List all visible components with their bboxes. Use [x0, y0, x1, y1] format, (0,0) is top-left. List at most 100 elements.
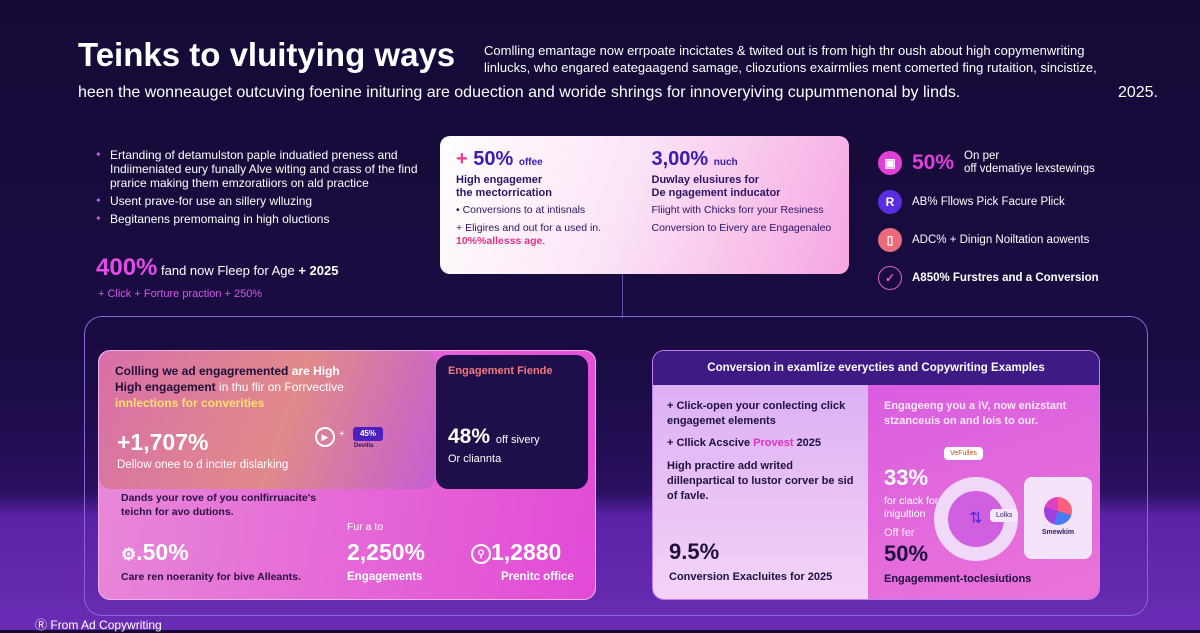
stat-label: Conversion Exacluites for 2025 [669, 571, 833, 583]
example-bullet: + Cllick Acscive Provest 2025 [667, 437, 854, 449]
card-unit: nuch [713, 157, 738, 168]
stat-label: Engagemment-toclesiutions [884, 573, 1032, 585]
check-circle-icon: ✓ [878, 266, 902, 290]
content-frame [84, 316, 1148, 616]
click-line: + Click + Forture praction + 250% [98, 288, 263, 300]
page-title: Teinks to vluitying ways [78, 36, 456, 73]
dark-value: 48% [448, 425, 491, 448]
header-subtitle: Comlling emantage now errpoate incictate… [484, 42, 1194, 76]
stat-value: 400% [96, 254, 158, 281]
card-heading: the mectorrication [456, 187, 552, 199]
stat-suffix: + 2025 [298, 263, 339, 278]
footer-text: From Ad Copywriting [50, 618, 162, 632]
example-text: Engageeng you a iV, now enizstant stzanc… [884, 400, 1067, 427]
list-item: ✓ A850% Furstres and a Conversion [878, 266, 1168, 290]
badge-label: Devilla [354, 443, 374, 449]
bookmark-icon: ▯ [878, 228, 902, 252]
bullet-text: + Cllick Acscive [667, 437, 751, 449]
stat-pre: Fur a to [347, 521, 384, 533]
examples-left: + Click-open your conlecting click engag… [653, 385, 868, 599]
intro-text: Collling we ad engagremented [115, 364, 289, 378]
stat-text: for clack for inigultion [884, 495, 939, 520]
example-bullet: + Click-open your conlecting click engag… [667, 400, 846, 427]
subtitle-line-1: Comlling emantage now errpoate incictate… [484, 43, 1085, 58]
bullet-text: 2025 [796, 437, 822, 449]
right-feature-list: ▣ 50% On per off vdematiye lexstewings R AB%… [878, 150, 1168, 304]
card-value: 3,00% [651, 148, 709, 170]
feature-text: On per [964, 150, 1000, 162]
stat-value: 33% [884, 465, 929, 490]
feature-text: AB% Fllows Pick Facure Plick [912, 196, 1065, 208]
center-stat-card: + 50% offee High engagemer the mectorrica… [440, 136, 849, 274]
stat-label: Care ren noeranity for bive Alleants. [121, 571, 301, 583]
stat-label: Engagements [347, 571, 423, 583]
stat-400: 400% fand now Fleep for Age + 2025 [96, 254, 338, 282]
card-line: Fliight with Chicks forr your Resiness [651, 204, 824, 216]
list-item: Usent prave-for use an sillery wlluzing [95, 194, 435, 208]
engagement-card: Collling we ad engagremented are High Hi… [99, 351, 435, 489]
list-item: R AB% Fllows Pick Facure Plick [878, 190, 1168, 214]
header-line: heen the wonneauget outcuving foenine in… [78, 84, 1158, 102]
card-unit: offee [518, 157, 543, 168]
panel-description: Dands your rove of you conlfirruacite's … [121, 492, 317, 518]
card-end: . [542, 235, 546, 247]
search-icon: ⚲ [471, 544, 491, 564]
card-bullet: • Conversions to at intisnals [456, 204, 586, 216]
stat-text: fand now Fleep for Age [161, 263, 295, 278]
header-year: 2025. [1117, 84, 1158, 101]
footer: Ⓡ From Ad Copywriting [35, 616, 162, 633]
card-highlight: 10%%allesss age [456, 235, 543, 247]
feature-text: off vdematiye lexstewings [964, 163, 1095, 175]
plus-icon: + [456, 148, 468, 170]
chip-label: Lolks [990, 509, 1019, 522]
list-item: ▯ ADC% + Dinign Noiltation aowents [878, 228, 1168, 252]
feature-text: ADC% + Dinign Noiltation aowents [912, 234, 1090, 246]
list-item: Begitanens premomaing in high oluctions [95, 212, 435, 226]
feature-text: A850% Furstres and a Conversion [912, 272, 1099, 284]
intro-text: innlections for converities [115, 396, 265, 410]
stat-value: 50% [884, 541, 929, 566]
right-panel: Conversion in examlize everycties and Co… [652, 350, 1100, 600]
card-heading: Duwlay elusiures for [651, 174, 760, 186]
stat-value: .50% [136, 539, 189, 565]
intro-text: High engagement [115, 380, 216, 394]
left-bullet-list: Ertanding of detamulston paple induatied… [95, 148, 435, 230]
stat-value: 9.5% [669, 539, 720, 564]
stat-pre: Off fer [884, 527, 915, 539]
stat-label: Prenitc office [501, 571, 574, 583]
percent-badge: 45% [353, 427, 383, 441]
engagement-dark-card: Engagement Fiende 48% off sivery Or clia… [436, 355, 588, 489]
dark-unit: off sivery [495, 434, 540, 446]
subtitle-line-2: linlucks, who engared eategaagend samage… [484, 60, 1097, 75]
dark-text: Or cliannta [448, 453, 502, 465]
card-name: Smewkim [1041, 529, 1075, 536]
panel-title: Conversion in examlize everycties and Co… [653, 351, 1099, 385]
r-letter-icon: R [878, 190, 902, 214]
card-value: 50% [473, 148, 514, 170]
header-line-text: heen the wonneauget outcuving foenine in… [78, 84, 961, 101]
card-bullet-text: Conversions to at intisnals [462, 204, 586, 216]
dark-card-title: Engagement Fiende [448, 365, 553, 377]
chip-label: VeFulles [944, 447, 983, 460]
profile-card: Smewkim [1024, 477, 1092, 559]
copyright-icon: Ⓡ [35, 618, 48, 632]
example-paragraph: High practire add writed dillenpartical … [667, 460, 854, 502]
card-bullet: + Eligires and out for a used in. 10%%al… [456, 222, 602, 247]
robot-icon: ⚙ [121, 545, 137, 564]
stat-text: Dellow onee to d inciter dislarking [117, 459, 289, 471]
list-item: ▣ 50% On per off vdematiye lexstewings [878, 150, 1168, 176]
card-heading: De ngagement inducator [651, 187, 781, 199]
card-heading: High engagemer [456, 174, 543, 186]
card-line: Conversion to Eivery are Engagenaleo [651, 222, 832, 234]
stat-value: 1,2880 [491, 539, 562, 565]
pie-icon [1044, 497, 1072, 525]
connector-line [622, 274, 623, 318]
card-bullet-text: Eligires and out for a used in. [465, 222, 602, 234]
intro-text: are High [291, 364, 340, 378]
stat-value: 2,250% [347, 539, 426, 565]
plus-icon: + [339, 429, 345, 440]
intro-text: in thu flir on Forrvective [219, 380, 344, 394]
list-item: Ertanding of detamulston paple induatied… [95, 148, 435, 190]
engagement-intro: Collling we ad engagremented are High Hi… [115, 363, 419, 411]
play-icon[interactable]: ▶ [315, 427, 335, 447]
